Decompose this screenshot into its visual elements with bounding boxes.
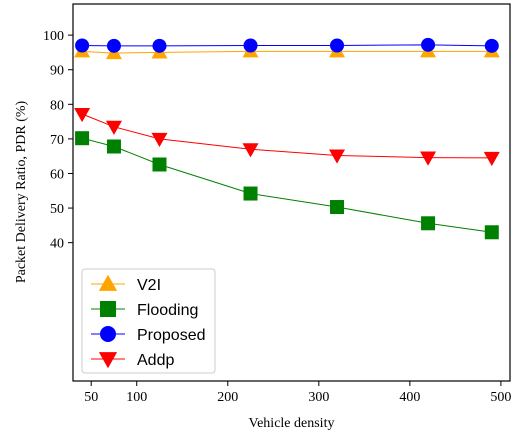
data-point-flooding	[75, 131, 90, 146]
legend-marker-addp	[98, 352, 118, 369]
data-point-addp	[420, 151, 437, 166]
data-point-addp	[74, 107, 91, 123]
legend-item-v2i: V2I	[91, 274, 161, 294]
x-tick-label: 500	[490, 390, 511, 405]
series-v2i	[74, 43, 500, 60]
legend-item-proposed: Proposed	[91, 326, 206, 344]
y-tick-label: 80	[50, 98, 64, 113]
series-layer	[74, 37, 500, 240]
data-point-flooding	[330, 200, 345, 215]
data-point-flooding	[243, 186, 258, 201]
x-tick-label: 100	[126, 390, 147, 405]
y-tick-label: 100	[43, 29, 64, 44]
data-point-flooding	[152, 157, 167, 172]
legend-label-addp: Addp	[137, 352, 174, 369]
legend: V2I Flooding Proposed Addp	[81, 268, 216, 374]
legend-items: V2I Flooding Proposed Addp	[91, 274, 206, 369]
data-point-flooding	[484, 225, 499, 240]
data-point-proposed	[421, 37, 436, 52]
legend-box	[81, 268, 216, 374]
legend-label-proposed: Proposed	[137, 327, 206, 344]
y-axis-label: Packet Delivery Ratio, PDR (%)	[14, 100, 29, 283]
legend-marker-flooding	[100, 301, 116, 317]
legend-marker-v2i	[98, 274, 118, 291]
legend-label-v2i: V2I	[137, 277, 161, 294]
y-tick-label: 40	[50, 237, 64, 252]
data-point-addp	[329, 149, 346, 164]
x-axis-ticks: 50 100 200 300 400 500	[84, 381, 511, 405]
data-point-proposed	[484, 38, 499, 53]
x-tick-label: 300	[308, 390, 329, 405]
data-point-proposed	[330, 38, 345, 53]
data-point-proposed	[75, 38, 90, 53]
data-point-flooding	[106, 139, 121, 154]
x-axis-label: Vehicle density	[249, 416, 335, 431]
data-point-proposed	[243, 38, 258, 53]
y-tick-label: 70	[50, 133, 64, 148]
data-point-flooding	[421, 216, 436, 231]
data-point-proposed	[152, 38, 167, 53]
data-point-proposed	[106, 38, 121, 53]
data-point-addp	[483, 151, 500, 167]
legend-label-flooding: Flooding	[137, 302, 198, 319]
x-tick-label: 400	[399, 390, 420, 405]
plot-frame	[72, 3, 511, 382]
legend-marker-proposed	[100, 326, 116, 342]
series-addp	[74, 107, 500, 167]
data-point-addp	[242, 143, 259, 158]
y-tick-label: 90	[50, 64, 64, 79]
y-tick-label: 50	[50, 202, 64, 217]
legend-item-addp: Addp	[91, 352, 174, 369]
x-tick-label: 50	[84, 390, 98, 405]
series-flooding	[75, 131, 499, 240]
legend-item-flooding: Flooding	[91, 301, 198, 319]
data-point-addp	[151, 132, 168, 148]
y-axis-ticks: 40 50 60 70 80 90 100	[43, 29, 73, 252]
series-proposed	[75, 37, 499, 53]
y-tick-label: 60	[50, 167, 64, 182]
data-point-addp	[105, 120, 122, 135]
series-line-addp	[81, 113, 492, 159]
x-tick-label: 200	[217, 390, 238, 405]
